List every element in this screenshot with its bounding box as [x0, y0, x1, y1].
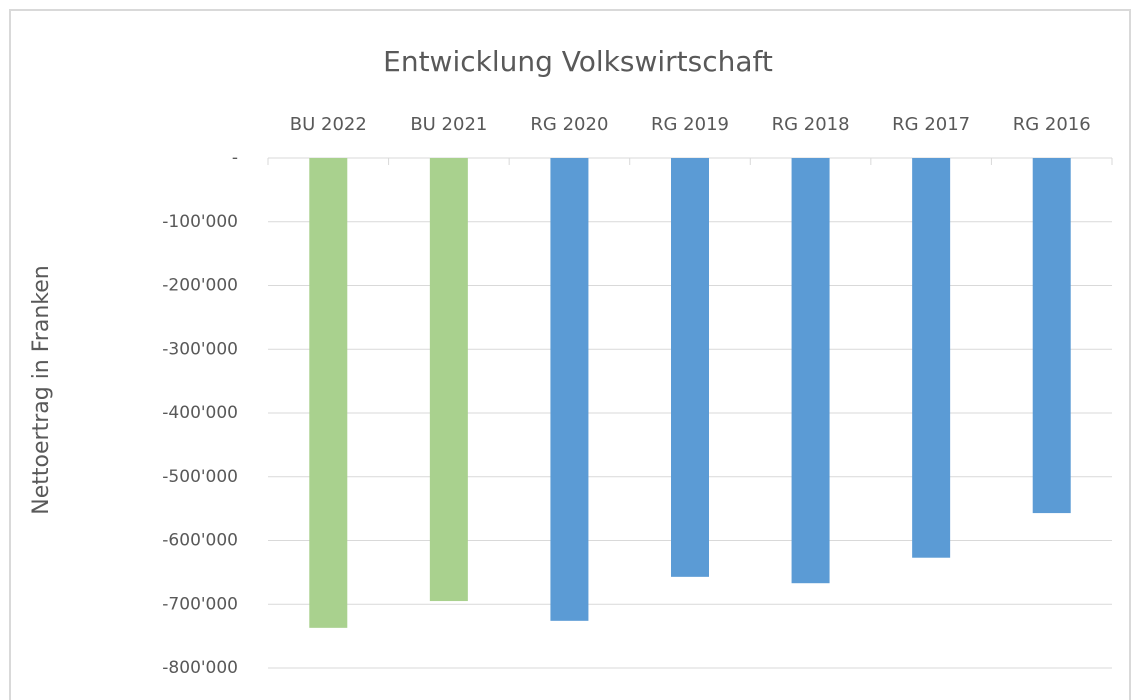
- bar: [671, 158, 709, 577]
- bar: [309, 158, 348, 628]
- bar: [912, 158, 951, 558]
- x-tick-label: RG 2020: [530, 114, 608, 135]
- bar: [429, 158, 468, 602]
- y-tick-label: -: [232, 148, 238, 168]
- y-tick-label: -300'000: [162, 339, 238, 359]
- y-tick-label: -100'000: [162, 212, 238, 232]
- chart-border: [9, 9, 1131, 700]
- chart-title: Entwicklung Volkswirtschaft: [383, 45, 773, 78]
- x-tick-label: RG 2017: [892, 114, 970, 135]
- bar: [550, 158, 589, 621]
- y-tick-label: -800'000: [162, 658, 238, 678]
- bar: [791, 158, 830, 584]
- y-tick-label: -500'000: [162, 467, 238, 487]
- x-tick-label: RG 2019: [651, 114, 729, 135]
- bar: [1032, 158, 1071, 514]
- y-tick-label: -600'000: [162, 531, 238, 551]
- y-tick-label: -200'000: [162, 276, 238, 296]
- y-tick-label: -400'000: [162, 403, 238, 423]
- y-tick-label: -700'000: [162, 594, 238, 614]
- x-tick-label: BU 2022: [290, 114, 367, 135]
- y-axis-label: Nettoertrag in Franken: [29, 265, 54, 514]
- x-tick-label: BU 2021: [410, 114, 487, 135]
- x-tick-label: RG 2016: [1013, 114, 1091, 135]
- x-tick-label: RG 2018: [772, 114, 850, 135]
